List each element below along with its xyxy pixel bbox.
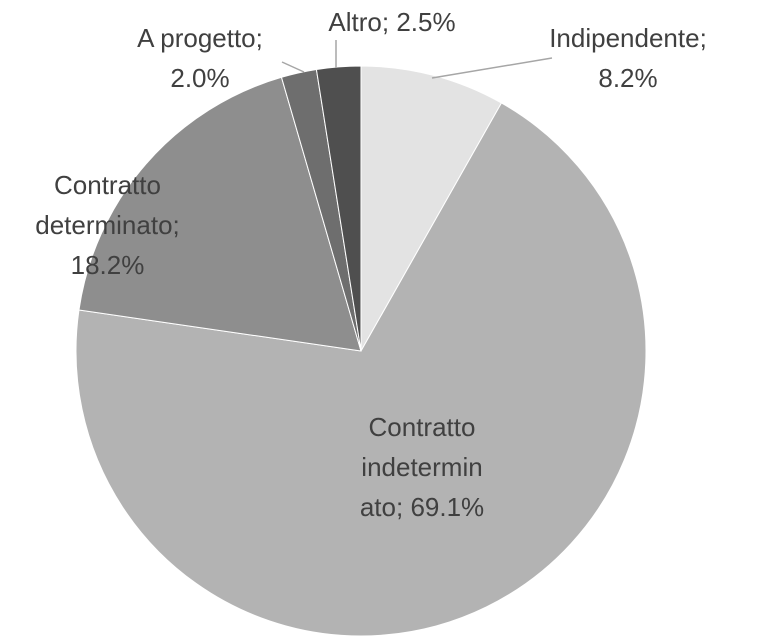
data-label: Contratto determinato; 18.2%	[0, 165, 215, 285]
pie-slice	[360, 65, 503, 353]
category-label: Contratto indeterminato;	[359, 412, 483, 522]
data-label: Contratto indeterminato; 69.1%	[356, 407, 488, 527]
pie-slice	[75, 102, 647, 637]
value-label: 2.0%	[170, 63, 230, 93]
slices	[75, 65, 647, 637]
category-label: Altro;	[328, 7, 390, 37]
leader-line	[281, 61, 305, 73]
value-label: 69.1%	[410, 492, 485, 522]
pie-slice	[315, 65, 362, 352]
data-label: Altro; 2.5%	[292, 2, 492, 42]
value-label: 18.2%	[70, 250, 145, 280]
category-label: Contratto determinato;	[35, 170, 180, 240]
data-label: Indipendente; 8.2%	[543, 18, 713, 98]
value-label: 8.2%	[598, 63, 658, 93]
category-label: A progetto;	[137, 23, 263, 53]
leader-line	[431, 57, 553, 79]
data-label: A progetto; 2.0%	[115, 18, 285, 98]
value-label: 2.5%	[396, 7, 456, 37]
category-label: Indipendente;	[549, 23, 707, 53]
pie-slice	[78, 76, 362, 352]
